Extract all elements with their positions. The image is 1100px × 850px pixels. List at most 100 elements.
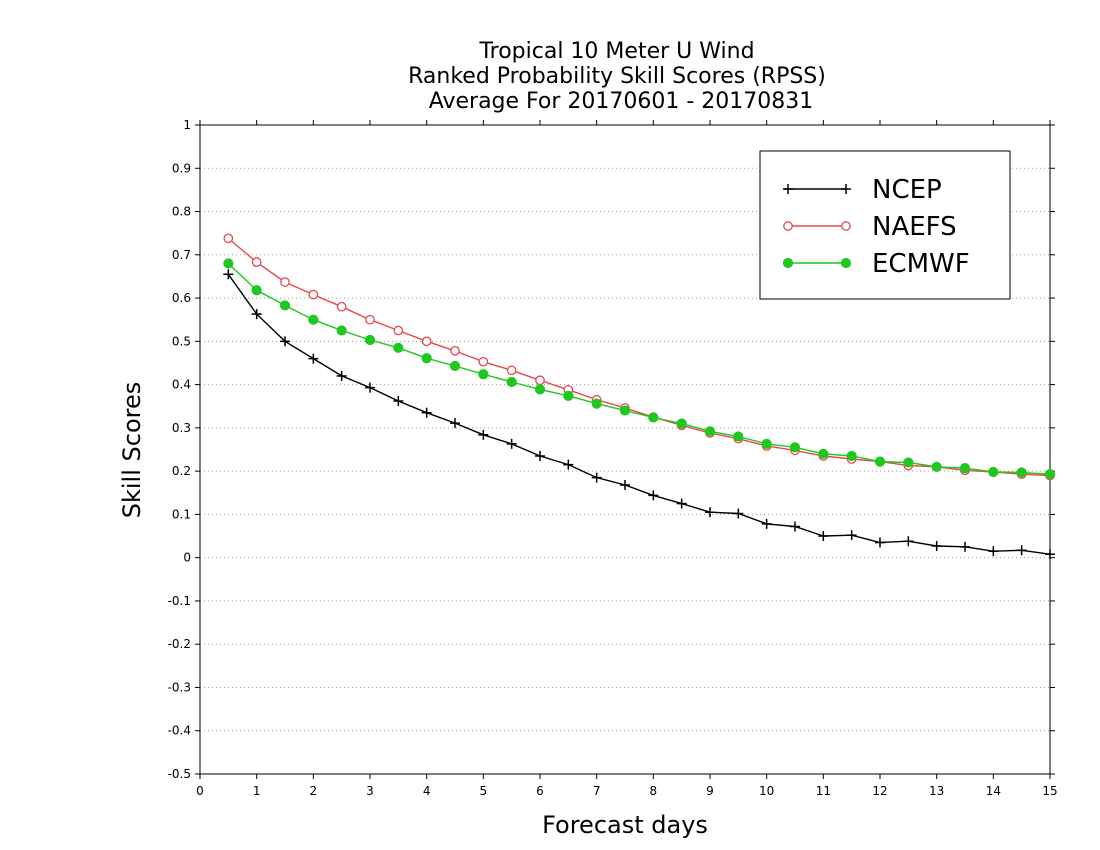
y-tick-label: -0.1 [168,594,191,608]
x-tick-label: 8 [650,784,658,798]
data-point-ecmwf [279,300,291,311]
data-point-ecmwf [959,463,971,474]
data-point-naefs [535,375,545,386]
data-point-ecmwf [704,426,716,437]
data-point-ecmwf [478,369,489,380]
x-tick-label: 10 [759,784,774,798]
x-tick-label: 5 [480,784,488,798]
data-point-ncep [620,479,630,490]
y-tick-label: 0.6 [172,291,191,305]
legend-label-naefs: NAEFS [872,212,957,242]
data-point-ecmwf [506,376,517,388]
series-ncep [223,269,1055,560]
data-point-ncep [280,336,290,347]
data-point-ecmwf [364,334,376,346]
y-tick-label: 0.1 [172,507,191,521]
y-tick-label: 1 [183,118,191,132]
data-point-naefs [308,289,319,300]
data-point-ncep [365,382,375,393]
chart-title: Tropical 10 Meter U Wind Ranked Probabil… [408,39,826,114]
y-tick-label: 0.2 [172,464,191,478]
data-point-naefs [251,257,262,268]
data-point-ecmwf [903,457,914,468]
x-tick-label: 3 [366,784,374,798]
legend-marker-naefs [841,221,851,231]
data-point-ncep [818,531,829,542]
legend-label-ncep: NCEP [872,175,942,205]
data-point-naefs [450,346,460,356]
legend-box [759,150,1011,300]
data-point-ncep [903,536,914,547]
data-point-ncep [648,490,659,501]
y-tick-label: -0.3 [168,680,191,694]
x-tick-label: 0 [196,784,204,798]
legend-item-ecmwf: ECMWF [782,249,970,279]
x-tick-label: 12 [872,784,887,798]
data-point-ecmwf [251,285,262,296]
y-tick-label: -0.2 [168,637,191,651]
y-tick-label: 0.8 [172,205,191,219]
data-point-ecmwf [676,418,687,429]
plot-area [199,124,1051,775]
data-point-ncep [308,353,319,364]
data-point-ecmwf [1044,469,1056,480]
y-tick-label: -0.4 [168,724,191,738]
data-point-ncep [591,472,602,483]
data-point-ecmwf [308,314,319,325]
data-point-ecmwf [789,442,801,453]
x-axis-label: Forecast days [542,811,708,839]
data-point-ncep [223,269,234,280]
data-point-ecmwf [874,456,886,467]
x-tick-label: 15 [1042,784,1057,798]
data-point-ncep [761,518,772,529]
legend-item-ncep: NCEP [783,175,942,205]
data-point-ncep [705,507,715,518]
data-point-ncep [450,418,460,429]
y-tick-label: 0 [183,551,191,565]
series-line-ncep [227,273,1051,555]
legend-item-naefs: NAEFS [783,212,957,242]
data-point-naefs [280,277,290,287]
data-point-ecmwf [931,461,942,472]
data-point-ecmwf [591,398,602,409]
legend-marker-ncep [783,184,793,194]
data-point-ecmwf [761,438,772,449]
y-tick-label: 0.3 [172,421,191,435]
data-point-ecmwf [393,342,404,353]
data-point-ncep [336,370,347,381]
data-point-naefs [336,301,347,312]
data-point-ecmwf [534,384,546,395]
x-axis: 0 1 2 3 4 5 6 7 8 9 10 11 12 13 14 15 [196,120,1058,798]
data-point-ecmwf [846,450,857,462]
data-point-ecmwf [648,412,659,423]
y-tick-label: 0.7 [172,248,191,262]
data-point-ecmwf [818,448,829,459]
data-point-ncep [960,541,970,552]
data-point-ncep [251,309,262,320]
x-tick-label: 13 [929,784,944,798]
x-tick-label: 9 [706,784,714,798]
data-point-ecmwf [733,431,744,442]
data-point-ncep [676,498,687,509]
data-point-ecmwf [449,360,461,372]
data-point-ecmwf [619,405,631,416]
data-point-ecmwf [223,258,234,269]
data-point-ncep [988,546,999,557]
data-point-ncep [535,450,545,461]
x-tick-label: 11 [816,784,831,798]
series-layer [223,233,1056,560]
data-point-ncep [478,429,489,440]
data-point-ecmwf [421,353,432,364]
title-line-3: Average For 20170601 - 20170831 [429,89,814,114]
data-point-ncep [846,530,857,541]
data-point-naefs [421,336,432,347]
data-point-ecmwf [1016,467,1027,478]
data-point-naefs [478,356,489,367]
data-point-ncep [875,537,885,548]
data-point-ncep [506,438,517,449]
x-tick-label: 4 [423,784,431,798]
data-point-ecmwf [336,325,347,336]
data-point-ncep [790,521,800,532]
legend-marker-ecmwf [782,257,794,269]
